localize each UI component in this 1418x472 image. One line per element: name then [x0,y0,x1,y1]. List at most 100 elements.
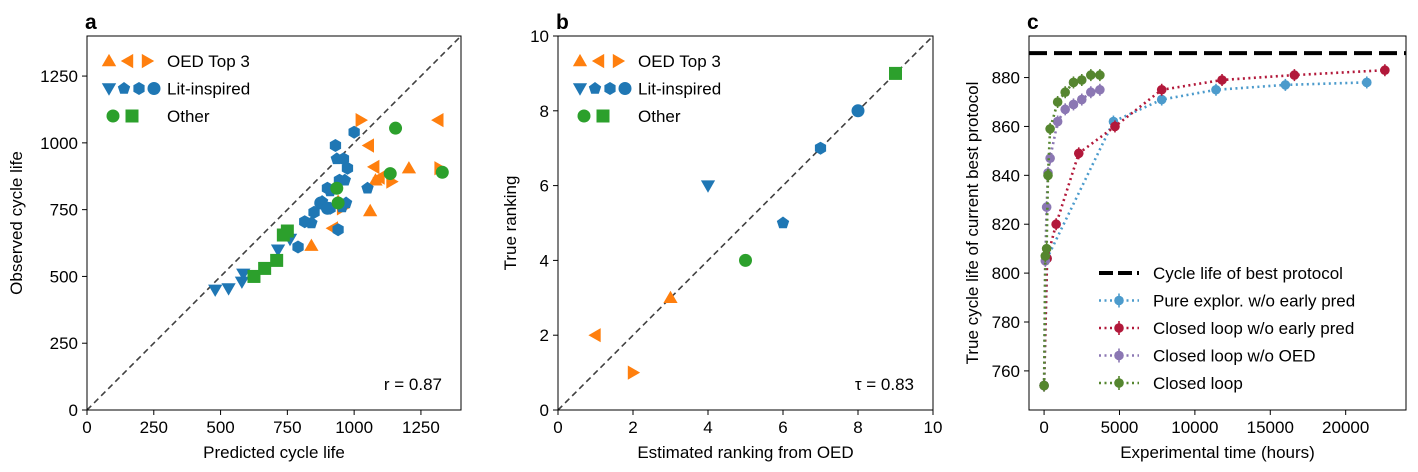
series-point-2 [1045,153,1055,164]
legend-label: Closed loop w/o early pred [1153,319,1354,338]
legend-marker [1114,350,1124,361]
data-point-lit-hexagon [308,205,320,219]
y-tick-label: 820 [992,215,1020,234]
legend-marker [101,53,117,67]
legend-marker [618,82,632,95]
data-point-lit-hexagon [332,223,344,237]
series-point-3 [1041,243,1052,254]
legend-marker [147,82,161,95]
data-point-other-square [247,269,261,283]
y-tick-label: 0 [69,401,78,420]
legend-label: Lit-inspired [638,80,721,99]
data-point-lit-circle [851,104,865,118]
y-tick-label: 2 [540,326,549,345]
x-tick-label: 15000 [1247,418,1294,437]
data-point-lit-hexagon [814,141,827,155]
x-tick-label: 0 [1039,418,1048,437]
x-tick-label: 500 [206,418,234,437]
legend-label: Other [638,107,681,126]
data-point-oed-triangle-up [401,161,417,174]
panel-label: c [1027,11,1039,34]
axes-frame [557,35,934,411]
y-axis-label: True ranking [501,176,520,271]
series-point-2 [1041,202,1052,212]
data-point-other-square [270,253,284,267]
series-point-2 [1068,99,1079,110]
y-tick-label: 4 [540,251,549,270]
x-tick-label: 250 [140,418,168,437]
axes-frame [86,35,462,411]
legend-label: Cycle life of best protocol [1153,264,1343,283]
diagonal-reference-line [86,35,462,411]
x-tick-label: 1000 [335,418,373,437]
data-point-lit-triangle-down [700,180,716,193]
y-tick-label: 6 [540,177,549,196]
data-point-oed-triangle-up [363,203,378,217]
y-tick-label: 840 [992,166,1020,185]
legend-label: Pure explor. w/o early pred [1153,292,1355,311]
data-point-lit-triangle-down [221,283,236,296]
data-point-oed-triangle-up [304,238,319,251]
data-point-other-circle [331,196,345,210]
data-point-lit-hexagon [348,125,360,139]
data-point-lit-triangle-down [208,284,223,297]
legend-marker [1114,378,1124,388]
x-tick-label: 0 [82,418,91,437]
data-point-oed-triangle-right [355,113,368,128]
legend-marker [596,109,610,123]
legend-label: Closed loop w/o OED [1153,347,1316,366]
legend-marker [101,83,117,96]
data-point-oed-triangle-left [361,138,374,153]
x-tick-label: 0 [553,418,562,437]
series-point-1 [1217,75,1227,85]
legend-marker [106,109,120,123]
y-tick-label: 860 [992,117,1020,136]
legend-marker [588,82,602,94]
x-axis-label: Predicted cycle life [203,443,345,462]
data-point-lit-hexagon [321,181,334,195]
x-axis-label: Estimated ranking from OED [637,443,853,462]
data-point-other-circle [739,253,752,267]
y-tick-label: 8 [540,102,549,121]
series-point-3 [1045,124,1055,134]
series-point-0 [1156,94,1167,105]
series-point-2 [1052,116,1063,127]
data-point-oed-triangle-left [372,170,385,185]
series-point-1 [1380,65,1390,76]
x-axis-label: Experimental time (hours) [1120,443,1315,462]
legend-marker [125,109,139,123]
series-point-0 [1361,77,1372,88]
series-point-3 [1039,380,1049,391]
x-tick-label: 8 [853,418,862,437]
y-tick-label: 1250 [40,67,78,86]
data-point-other-square [889,66,902,80]
data-point-lit-pentagon [776,216,790,229]
data-point-oed-triangle-left [367,159,380,175]
y-tick-label: 880 [992,69,1020,88]
data-point-lit-hexagon [341,161,354,175]
series-point-1 [1110,121,1120,132]
y-tick-label: 1000 [40,134,78,153]
legend-label: OED Top 3 [167,52,250,71]
data-point-other-circle [435,165,449,179]
x-tick-label: 10 [924,418,943,437]
series-point-3 [1040,251,1051,261]
series-point-0 [1280,80,1291,90]
plot-area [1029,36,1406,410]
x-tick-label: 10000 [1171,418,1218,437]
series-point-1 [1156,84,1167,95]
data-point-lit-hexagon [299,215,311,229]
data-point-lit-circle [320,201,334,215]
data-point-other-circle [330,181,344,195]
panel-a: 0 250 500 750 1000 1250 0 250 500 750 1000 1250 Pred… [7,11,462,462]
legend-marker [572,53,588,67]
legend-marker [117,82,131,94]
data-point-lit-triangle-down [236,268,251,281]
x-tick-label: 1250 [402,418,440,437]
correlation-annotation: r = 0.87 [384,375,442,394]
data-point-other-circle [389,121,403,135]
legend-marker [141,53,155,69]
legend-label: Other [167,107,210,126]
x-tick-label: 6 [778,418,787,437]
panel-label: a [85,11,97,34]
